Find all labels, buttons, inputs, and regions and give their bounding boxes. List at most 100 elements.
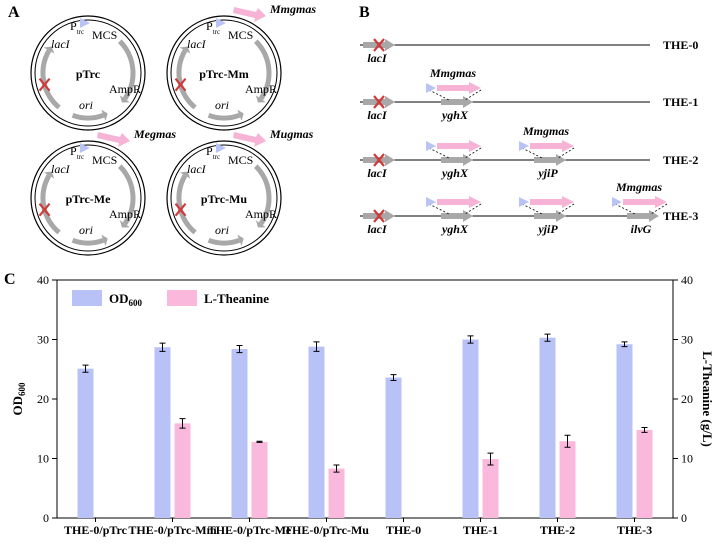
- insert-gene-label: Mmgmas: [429, 66, 476, 80]
- promoter-triangle-icon: [216, 143, 226, 153]
- laci-arc-arrow-head: [43, 46, 55, 54]
- site-gene-arrow-yjiP: [534, 210, 566, 222]
- strain-name-label: THE-1: [663, 95, 698, 109]
- plasmid-ptrc-label: Ptrc: [70, 144, 84, 161]
- plasmid-inner-ring: [34, 144, 142, 252]
- promoter-triangle-icon: [519, 197, 529, 207]
- plasmid-ori-label: ori: [215, 98, 229, 112]
- chart-plot-frame: [56, 279, 674, 519]
- laci-knockout-cross-icon: [373, 209, 385, 223]
- bar-theanine: [328, 468, 345, 518]
- error-bar: [333, 464, 340, 473]
- bar-od600: [385, 377, 402, 518]
- ampr-arc-arrow-head: [255, 220, 266, 228]
- lacI-knockout-cross-icon: [174, 77, 187, 92]
- insert-gene-arrow: [437, 82, 481, 94]
- y-right-tick-label: 10: [681, 452, 693, 466]
- x-tick-label: THE-0/pTrc-Mm: [128, 523, 216, 537]
- site-gene-arrow-yjiP: [534, 154, 566, 166]
- ori-arc-arrow: [207, 112, 241, 121]
- lacI-knockout-cross-icon: [174, 202, 187, 217]
- plasmid-ptrc-label: Ptrc: [206, 19, 220, 36]
- y-axis-right-label: L-Theanine (g/L): [700, 351, 713, 447]
- insert-gene-arrow: [233, 7, 266, 22]
- plasmid-ampr-label: AmpR: [245, 207, 277, 221]
- insert-gene-arrow: [623, 196, 667, 208]
- error-bar: [179, 418, 186, 429]
- x-tick-label: THE-0/pTrc-Me: [208, 523, 292, 537]
- plasmid-laci-label: lacI: [187, 37, 207, 51]
- y-axis-left-label: OD600: [10, 382, 27, 416]
- insertion-dashed-lines: [521, 203, 575, 215]
- strain-name-label: THE-0: [663, 38, 698, 52]
- plasmid-ori-label: ori: [215, 223, 229, 237]
- strain-name-label: THE-2: [663, 153, 698, 167]
- plasmid-insert-label: Megmas: [133, 127, 176, 141]
- promoter-triangle-icon: [426, 83, 436, 93]
- strain-name-label: THE-3: [663, 209, 698, 223]
- insert-gene-label: Mmgmas: [615, 180, 662, 194]
- promoter-triangle-icon: [216, 18, 226, 28]
- ori-arc-arrow: [71, 237, 105, 246]
- plasmid-laci-label: lacI: [187, 162, 207, 176]
- insert-gene-arrow: [97, 132, 130, 147]
- plasmid-name: pTrc: [76, 67, 101, 81]
- y-right-tick-label: 0: [681, 511, 687, 525]
- ptrc-sub: trc: [77, 28, 84, 36]
- panel-label-b: B: [359, 4, 370, 21]
- ori-arc-arrow: [207, 237, 241, 246]
- ptrc-p: P: [70, 144, 77, 158]
- error-bar: [641, 427, 648, 433]
- plasmid-outer-ring: [30, 140, 146, 256]
- bar-od600: [77, 368, 94, 518]
- ampr-arc-arrow: [117, 39, 136, 101]
- ptrc-sub: trc: [77, 153, 84, 161]
- bar-theanine: [174, 423, 191, 518]
- y-axis-left-label-main: OD: [10, 396, 25, 416]
- strain-row-the-0: lacI THE-0: [360, 38, 698, 65]
- promoter-triangle-icon: [80, 143, 90, 153]
- error-bar: [544, 333, 551, 342]
- plasmid-mcs-label: MCS: [92, 153, 117, 167]
- plasmid-mcs-label: MCS: [228, 153, 253, 167]
- insert-gene-arrow: [233, 132, 266, 147]
- laci-arc-arrow: [40, 174, 61, 235]
- strain-row-the-1: lacI THE-1 yghX Mmgmas: [360, 66, 698, 122]
- laci-knockout-cross-icon: [373, 153, 385, 167]
- plasmid-outer-ring: [166, 15, 282, 131]
- insert-gene-arrow: [437, 196, 481, 208]
- bar-theanine: [559, 441, 576, 518]
- ori-arc-arrow-head: [101, 109, 108, 121]
- laci-arc-arrow-head: [43, 171, 55, 179]
- plasmid-ampr-label: AmpR: [109, 207, 141, 221]
- plasmid-ptrc-label: Ptrc: [70, 19, 84, 36]
- laci-arc-arrow: [40, 49, 61, 110]
- laci-arc-arrow: [176, 49, 197, 110]
- plasmid-name: pTrc-Me: [66, 192, 112, 206]
- insert-gene-arrow: [530, 140, 574, 152]
- x-tick-label: THE-0/pTrc: [64, 523, 128, 537]
- laci-knockout-cross-icon: [373, 38, 385, 52]
- strain-row-the-2: lacI THE-2 yghX yjiP Mmgmas: [360, 124, 698, 180]
- laci-label: lacI: [367, 108, 388, 122]
- legend-swatch-od600: [72, 290, 102, 306]
- plasmid-ampr-label: AmpR: [245, 82, 277, 96]
- insertion-dashed-lines: [428, 89, 482, 101]
- ori-arc-arrow-head: [237, 234, 244, 246]
- ampr-arc-arrow: [253, 164, 272, 226]
- insertion-dashed-lines: [428, 147, 482, 159]
- x-tick-label: THE-3: [617, 523, 652, 537]
- ampr-arc-arrow-head: [255, 95, 266, 103]
- error-bar: [82, 364, 89, 373]
- plasmid-ori-label: ori: [79, 223, 93, 237]
- bar-od600: [154, 347, 171, 518]
- y-right-tick-label: 30: [681, 333, 693, 347]
- ptrc-sub: trc: [213, 28, 220, 36]
- lacI-knockout-cross-icon: [38, 202, 51, 217]
- legend-od-sub: 600: [129, 298, 143, 308]
- laci-arc-arrow-head: [179, 46, 191, 54]
- y-right-tick-label: 40: [681, 273, 693, 287]
- site-label-ilvG: ilvG: [631, 222, 652, 236]
- lacI-knockout-cross-icon: [38, 77, 51, 92]
